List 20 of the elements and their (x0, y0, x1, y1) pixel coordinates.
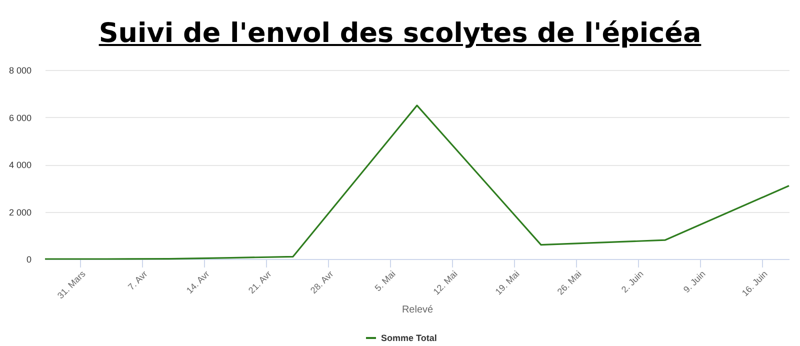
chart-title: Suivi de l'envol des scolytes de l'épicéa (98, 18, 702, 51)
x-tick-label: 14. Avr (184, 268, 212, 296)
x-tick-label: 19. Mai (493, 268, 522, 297)
line-series (44, 104, 790, 260)
legend-label: Somme Total (381, 333, 437, 343)
y-tick-label: 0 (26, 254, 32, 264)
x-tick-label: 26. Mai (555, 268, 584, 297)
x-tick-label: 7. Avr (126, 268, 150, 292)
y-tick-label: 6 000 (8, 112, 32, 123)
x-tick-label: 16. Juin (740, 268, 770, 298)
x-tick-label: 21. Avr (246, 268, 274, 296)
x-tick-label: 5. Mai (372, 268, 398, 294)
x-tick-label: 2. Juin (619, 268, 646, 295)
x-tick-label: 9. Juin (681, 268, 708, 295)
y-tick-label: 4 000 (8, 160, 32, 170)
x-tick-label: 28. Avr (308, 268, 336, 296)
y-tick-label: 8 000 (8, 66, 32, 76)
x-axis-title: Relevé (402, 304, 434, 316)
x-tick-label: 12. Mai (431, 268, 460, 297)
y-tick-label: 2 000 (8, 207, 32, 218)
